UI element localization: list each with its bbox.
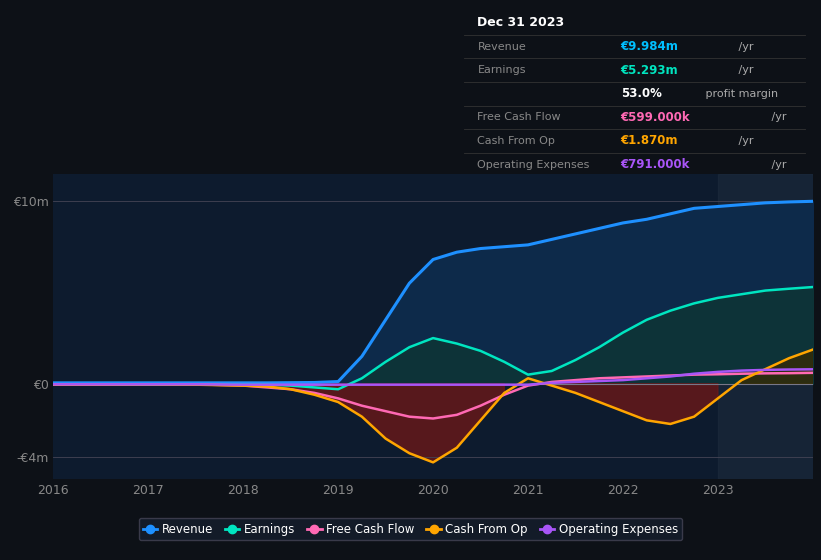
Text: Operating Expenses: Operating Expenses [478, 160, 589, 170]
Text: Dec 31 2023: Dec 31 2023 [478, 16, 565, 30]
Text: /yr: /yr [768, 160, 787, 170]
Bar [718, 174, 813, 479]
Text: €1.870m: €1.870m [621, 134, 678, 147]
Legend: Revenue, Earnings, Free Cash Flow, Cash From Op, Operating Expenses: Revenue, Earnings, Free Cash Flow, Cash … [139, 518, 682, 540]
Text: €9.984m: €9.984m [621, 40, 678, 53]
Text: Free Cash Flow: Free Cash Flow [478, 113, 561, 123]
Text: profit margin: profit margin [702, 89, 778, 99]
Text: Revenue: Revenue [478, 41, 526, 52]
Text: /yr: /yr [768, 113, 787, 123]
Text: €599.000k: €599.000k [621, 111, 690, 124]
Text: /yr: /yr [735, 41, 754, 52]
Text: €791.000k: €791.000k [621, 158, 690, 171]
Text: /yr: /yr [735, 65, 754, 75]
Text: €5.293m: €5.293m [621, 64, 678, 77]
Text: 53.0%: 53.0% [621, 87, 662, 100]
Text: Earnings: Earnings [478, 65, 526, 75]
Text: Cash From Op: Cash From Op [478, 136, 555, 146]
Text: /yr: /yr [735, 136, 754, 146]
